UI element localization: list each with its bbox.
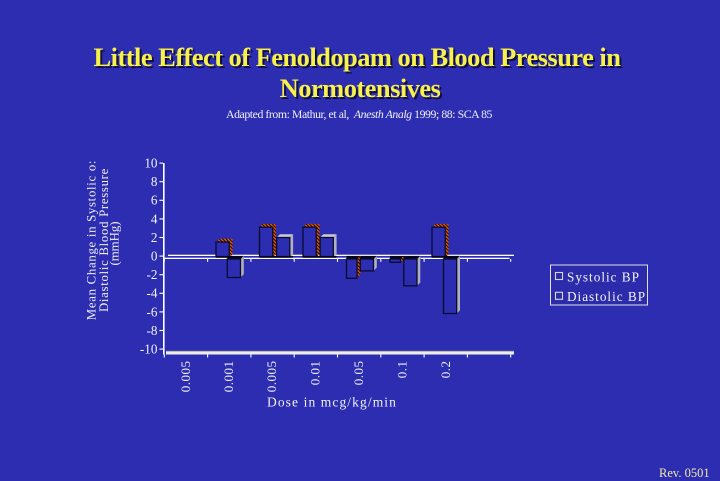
svg-text:0.005: 0.005 (264, 361, 279, 393)
svg-text:Mean Change in Systolic o:: Mean Change in Systolic o: (85, 160, 99, 320)
svg-text:0.01: 0.01 (308, 361, 323, 386)
svg-text:(mmHg): (mmHg) (108, 221, 122, 265)
svg-text:-4: -4 (147, 286, 158, 301)
svg-text:0.2: 0.2 (438, 361, 453, 379)
svg-text:6: 6 (151, 193, 158, 208)
svg-text:Dose in mcg/kg/min: Dose in mcg/kg/min (267, 395, 397, 410)
svg-text:10: 10 (144, 156, 158, 171)
svg-text:Diastolic Blood Pressure: Diastolic Blood Pressure (97, 168, 111, 312)
svg-text:2: 2 (151, 230, 158, 245)
svg-text:-8: -8 (147, 323, 158, 338)
svg-text:0.001: 0.001 (221, 361, 236, 393)
svg-text:-6: -6 (147, 304, 158, 319)
svg-text:Diastolic BP: Diastolic BP (567, 289, 646, 304)
svg-text:0.1: 0.1 (395, 361, 410, 379)
svg-text:Systolic BP: Systolic BP (567, 269, 640, 284)
svg-text:0: 0 (151, 249, 158, 264)
svg-text:-2: -2 (147, 267, 158, 282)
svg-text:8: 8 (151, 174, 158, 189)
svg-text:0.005: 0.005 (178, 361, 193, 393)
svg-text:-10: -10 (140, 342, 158, 357)
svg-text:0.05: 0.05 (351, 361, 366, 386)
svg-text:4: 4 (151, 211, 158, 226)
